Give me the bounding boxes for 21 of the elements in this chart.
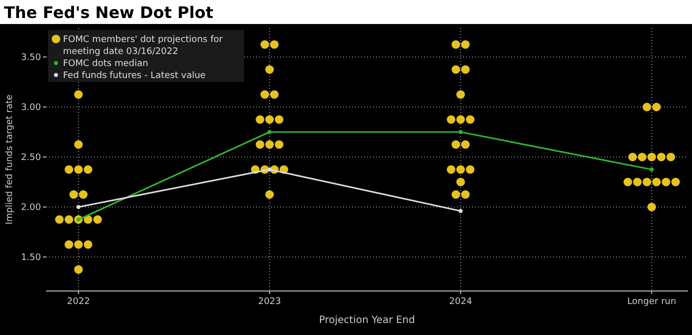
x-axis-title: Projection Year End — [319, 315, 415, 326]
legend-label: Fed funds futures - Latest value — [63, 71, 206, 82]
y-tick-label: 1.50 — [20, 253, 42, 264]
point — [650, 168, 654, 172]
y-tick-label: 3.00 — [20, 103, 42, 114]
point — [268, 130, 272, 134]
y-tick-label: 2.50 — [20, 153, 42, 164]
point — [268, 168, 272, 172]
x-tick-label: Longer run — [627, 297, 676, 307]
point — [458, 130, 463, 134]
chart-title: The Fed's New Dot Plot — [4, 3, 214, 22]
y-axis-title: Implied fed funds target rate — [5, 94, 15, 224]
legend-label: FOMC members' dot projections for meeting date 03/16/2022 — [63, 35, 223, 58]
point — [76, 205, 80, 209]
x-tick-label: 2024 — [449, 297, 472, 307]
point — [458, 209, 463, 213]
legend-label: FOMC dots median — [63, 59, 148, 70]
y-tick-label: 2.00 — [20, 203, 42, 214]
y-tick-label: 3.50 — [20, 53, 42, 64]
x-tick-label: 2023 — [258, 297, 282, 307]
x-tick-label: 2022 — [67, 297, 90, 307]
